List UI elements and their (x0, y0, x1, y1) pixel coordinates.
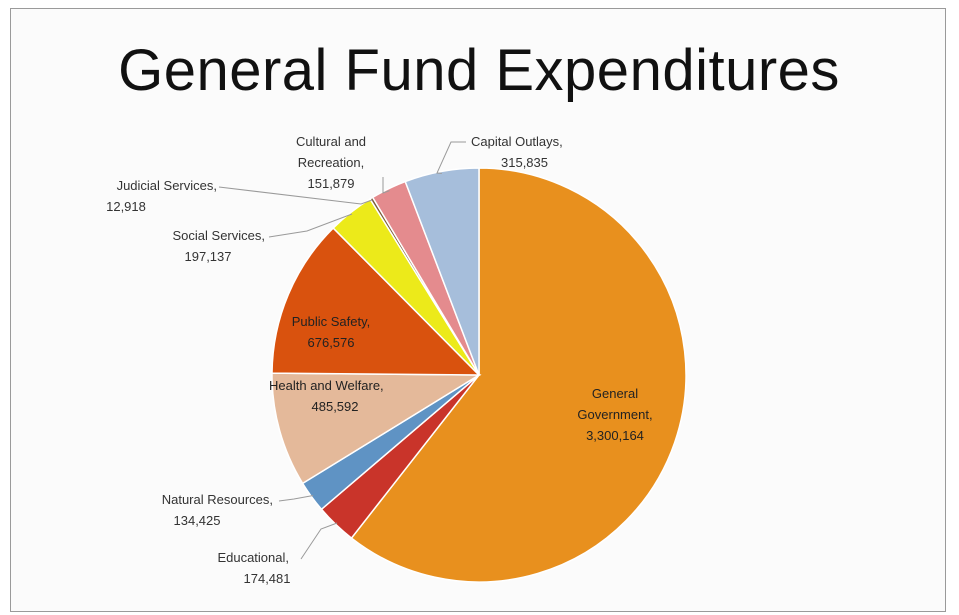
pie-slice-health-and-welfare (271, 372, 482, 485)
label-capital-outlays-name: Capital Outlays, (471, 134, 563, 149)
chart-title: General Fund Expenditures (118, 38, 840, 103)
label-cultural-and-recreation: Cultural and Recreation, 151,879 (296, 134, 366, 191)
label-cultural-and-recreation-line2: Recreation, (298, 155, 364, 170)
label-natural-resources-value: 134,425 (174, 513, 221, 528)
label-judicial-services: Judicial Services, 12,918 (106, 178, 217, 214)
label-cultural-and-recreation-value: 151,879 (308, 176, 355, 191)
label-public-safety-name: Public Safety, (292, 314, 371, 329)
chart-frame: General Fund Expenditures General Govern… (10, 8, 946, 612)
label-health-and-welfare-value: 485,592 (312, 399, 359, 414)
pie-slice-public-safety (271, 226, 481, 376)
label-health-and-welfare: Health and Welfare, 485,592 (269, 378, 384, 414)
leader-line-judicial-services (218, 186, 373, 205)
label-cultural-and-recreation-line1: Cultural and (296, 134, 366, 149)
label-general-government-value: 3,300,164 (586, 428, 644, 443)
label-public-safety: Public Safety, 676,576 (292, 314, 371, 350)
label-judicial-services-value: 12,918 (106, 199, 146, 214)
label-educational-name: Educational, (217, 550, 289, 565)
label-capital-outlays-value: 315,835 (501, 155, 548, 170)
leader-line-cultural-and-recreation (382, 177, 390, 194)
label-judicial-services-name: Judicial Services, (117, 178, 217, 193)
label-social-services: Social Services, 197,137 (173, 228, 265, 264)
leader-line-capital-outlays (436, 141, 466, 174)
label-educational-value: 174,481 (244, 571, 291, 586)
leader-line-social-services (268, 213, 353, 238)
label-educational: Educational, 174,481 (217, 550, 290, 586)
label-social-services-name: Social Services, (173, 228, 265, 243)
pie-slice-capital-outlays (404, 167, 480, 376)
pie-chart: General Government, 3,300,164 Educationa… (106, 134, 687, 586)
label-social-services-value: 197,137 (185, 249, 232, 264)
label-general-government-line2: Government, (577, 407, 652, 422)
svg-text:General: General (592, 386, 638, 401)
leader-line-natural-resources (278, 495, 314, 502)
label-natural-resources: Natural Resources, 134,425 (162, 492, 273, 528)
label-health-and-welfare-name: Health and Welfare, (269, 378, 384, 393)
pie-slice-general-government (350, 167, 687, 583)
label-public-safety-value: 676,576 (308, 335, 355, 350)
label-general-government: General Government, 3,300,164 (577, 386, 652, 443)
label-natural-resources-name: Natural Resources, (162, 492, 273, 507)
leader-line-educational (300, 522, 338, 560)
label-general-government-line1: General (592, 386, 638, 401)
label-capital-outlays: Capital Outlays, 315,835 (471, 134, 563, 170)
